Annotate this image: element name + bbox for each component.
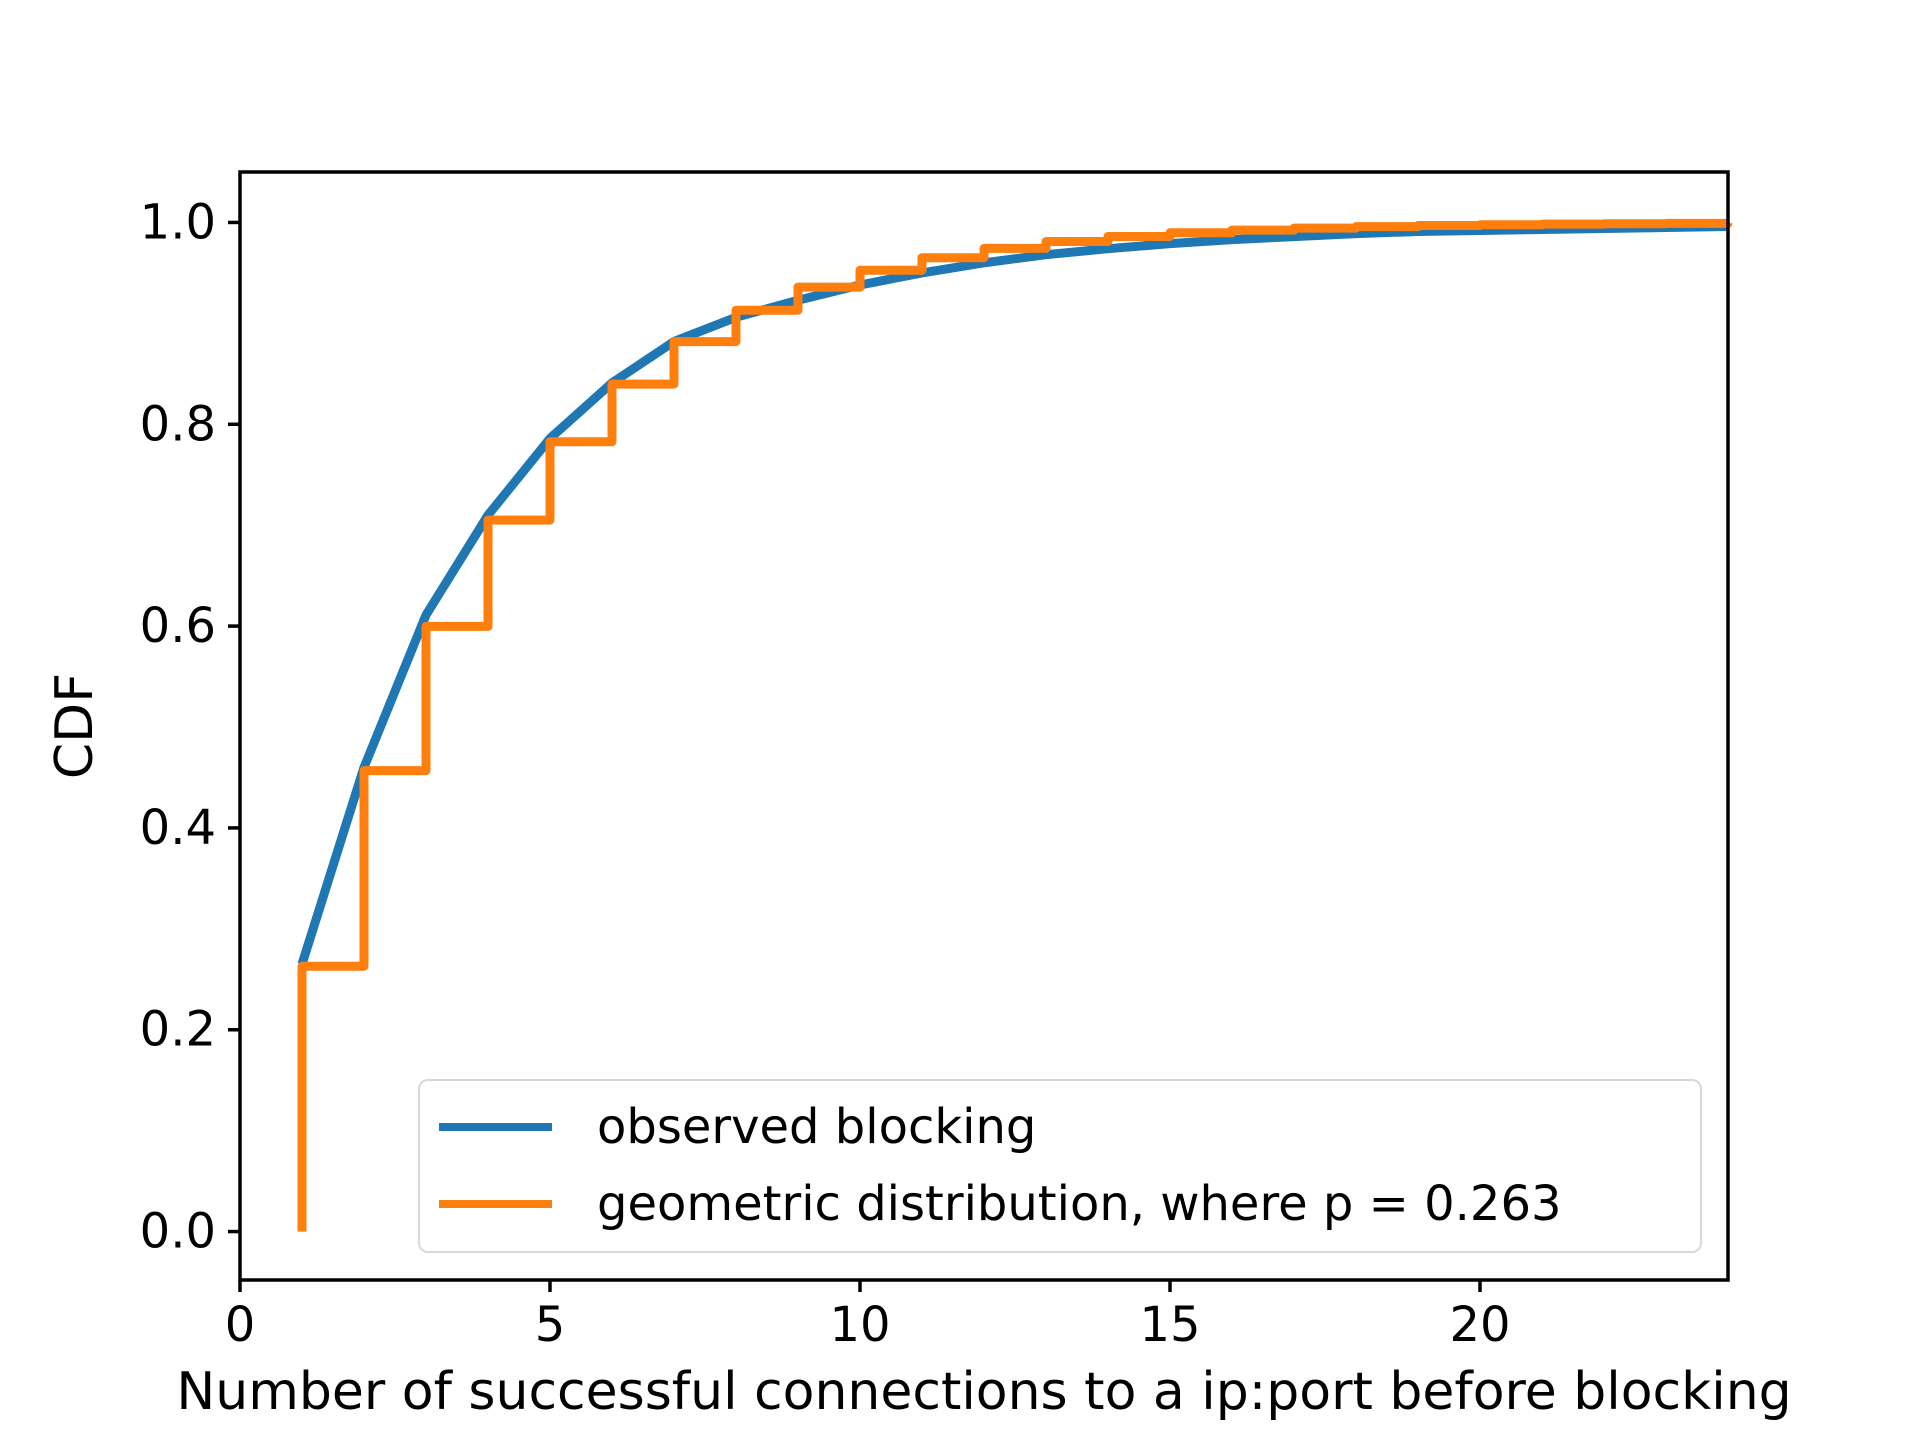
x-axis-tick-label: 10	[829, 1297, 890, 1353]
x-axis-tick-label: 20	[1449, 1297, 1510, 1353]
x-axis-label: Number of successful connections to a ip…	[176, 1362, 1792, 1422]
observed-line-swatch	[439, 1123, 552, 1132]
x-axis-tick-label: 15	[1139, 1297, 1200, 1353]
y-axis-tick-label: 1.0	[140, 194, 216, 250]
geometric-distribution-step-line	[297, 218, 1733, 1232]
axes-spines	[238, 170, 1730, 1282]
y-axis-label: CDF	[45, 672, 105, 780]
geometric-line-swatch	[439, 1200, 552, 1209]
observed-blocking-line	[297, 222, 1729, 966]
legend-label-geometric: geometric distribution, where p = 0.263	[597, 1176, 1562, 1233]
legend-item-geometric: geometric distribution, where p = 0.263	[439, 1178, 1700, 1231]
y-axis-tick-label: 0.4	[140, 800, 216, 856]
y-axis-tick-label: 0.2	[140, 1002, 216, 1058]
legend-item-observed: observed blocking	[439, 1101, 1700, 1154]
legend: observed blocking geometric distribution…	[418, 1079, 1702, 1253]
y-axis-tick-label: 0.8	[140, 396, 216, 452]
x-axis-tick-label: 5	[535, 1297, 566, 1353]
y-axis-tick-label: 0.0	[140, 1204, 216, 1260]
legend-label-observed: observed blocking	[597, 1099, 1037, 1156]
y-axis-tick-label: 0.6	[140, 598, 216, 654]
x-axis-tick-label: 0	[225, 1297, 256, 1353]
